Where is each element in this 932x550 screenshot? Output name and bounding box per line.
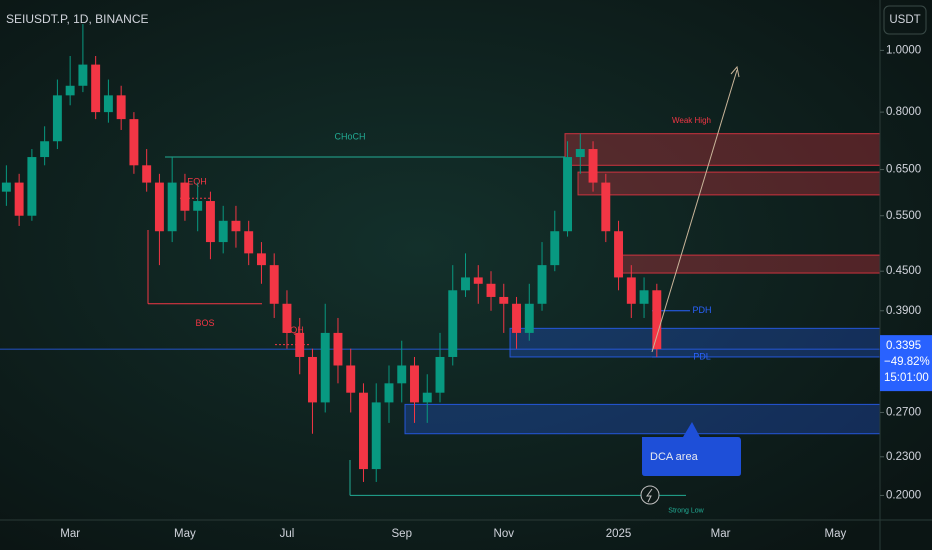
candle-body (601, 182, 611, 232)
candle-body (575, 149, 585, 158)
candle-body (422, 392, 432, 403)
arrow-head (730, 65, 740, 78)
x-tick-label: May (824, 528, 846, 540)
candle-body (180, 182, 190, 211)
candle-body (614, 231, 624, 278)
y-tick-label: 0.3900 (886, 305, 921, 317)
level-label: CHoCH (334, 131, 365, 141)
price-tag-change: −49.82% (884, 356, 930, 368)
candle-body (295, 332, 305, 357)
candle-body (371, 402, 381, 470)
dca-label: DCA area (650, 451, 699, 463)
dca-callout (642, 422, 741, 476)
candle-body (550, 231, 560, 266)
zone (577, 171, 881, 196)
candle-body (244, 231, 254, 254)
currency[interactable]: USDT (889, 14, 920, 26)
candle-body (116, 95, 126, 120)
candle-body (1, 182, 11, 192)
y-tick-label: 0.4500 (886, 265, 921, 277)
candle-body (461, 277, 470, 291)
candle-body (524, 303, 534, 333)
candle-body (103, 95, 113, 113)
candle-body (346, 365, 356, 393)
price-tag-countdown: 15:01:00 (884, 372, 929, 384)
candle-body (154, 182, 164, 232)
candle-body (78, 64, 88, 86)
icon-bolt (646, 488, 653, 503)
candle-body (512, 303, 521, 333)
candle-body (626, 277, 636, 304)
zone (619, 254, 881, 274)
candle-body (205, 201, 215, 243)
y-tick-label: 0.2300 (886, 451, 921, 463)
x-tick-label: Sep (392, 528, 412, 540)
weak-high-label: Weak High (672, 116, 711, 125)
x-tick-label: May (174, 528, 196, 540)
candle-body (397, 365, 407, 384)
y-tick-label: 0.2700 (886, 406, 921, 418)
level-label: EQH (187, 177, 207, 187)
candle-body (333, 332, 343, 366)
candle-body (639, 290, 649, 304)
candle-body (167, 182, 177, 232)
candle-body (473, 277, 483, 284)
x-tick-label: Jul (280, 528, 295, 540)
chart-title: SEIUSDT.P, 1D, BINANCE (6, 12, 149, 26)
candle-body (563, 157, 572, 232)
level-label: PDH (692, 305, 711, 315)
icon[interactable] (640, 485, 660, 505)
x-tick-label: Mar (60, 528, 80, 540)
level-label: PDL (693, 351, 711, 361)
candle-body (27, 157, 37, 216)
zone (404, 403, 881, 435)
level-label: EQH (284, 325, 304, 335)
candle-body (282, 303, 292, 333)
candle-body (231, 220, 241, 232)
candle-body (52, 95, 62, 142)
candle-body (384, 383, 394, 403)
y-tick-label: 0.5500 (886, 210, 921, 222)
price-tag (880, 335, 932, 392)
candle-body (435, 356, 445, 393)
candle-body (193, 201, 203, 211)
candle-body (359, 392, 368, 470)
y-tick-label: 1.0000 (886, 44, 921, 56)
candle-body (320, 332, 330, 403)
candle-body (269, 265, 279, 304)
level-label: Strong Low (668, 507, 704, 514)
currency-button[interactable] (883, 5, 927, 35)
projection-arrow (651, 69, 738, 353)
candle-body (91, 64, 101, 113)
zone (509, 327, 881, 358)
candle-body (588, 149, 598, 183)
candle-body (486, 283, 496, 297)
y-tick-label: 0.6500 (886, 164, 921, 176)
x-tick-label: 2025 (606, 528, 632, 540)
candle-body (499, 296, 509, 304)
candle-body (652, 290, 662, 350)
candle-body (308, 356, 317, 403)
y-tick-label: 0.2000 (886, 489, 921, 501)
candle-body (14, 182, 24, 216)
price-tag-value: 0.3395 (886, 340, 921, 352)
zone (564, 133, 881, 166)
candle-body (129, 119, 139, 166)
candle-body (40, 141, 50, 158)
candle-body (142, 165, 152, 183)
candle-body (218, 220, 228, 243)
x-tick-label: Mar (711, 528, 731, 540)
candle-body (65, 85, 75, 96)
y-tick-label: 0.8000 (886, 106, 921, 118)
candle-body (537, 265, 547, 304)
x-tick-label: Nov (494, 528, 515, 540)
level-label: BOS (195, 318, 214, 328)
candle-body (410, 365, 419, 403)
candle-body (256, 253, 266, 266)
candle-body (448, 290, 458, 357)
